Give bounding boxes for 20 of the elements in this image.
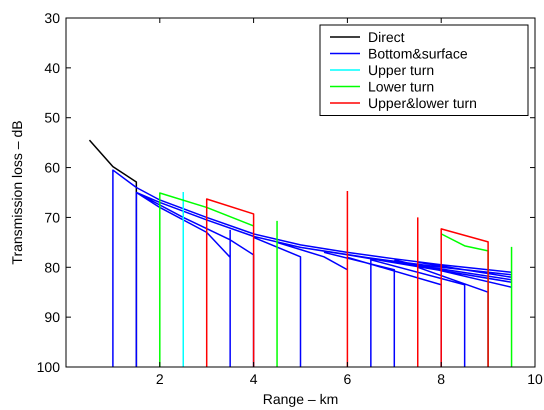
- legend-label: Upper turn: [368, 62, 434, 78]
- x-tick-label: 4: [250, 371, 258, 387]
- y-tick-label: 30: [44, 10, 60, 26]
- legend-label: Direct: [368, 29, 405, 45]
- y-tick-label: 100: [36, 359, 60, 375]
- x-tick-label: 2: [156, 371, 164, 387]
- y-axis-title: Transmission loss – dB: [9, 120, 25, 265]
- x-axis-title: Range – km: [262, 391, 338, 407]
- legend-label: Lower turn: [368, 78, 434, 94]
- y-tick-label: 60: [44, 160, 60, 176]
- y-tick-label: 90: [44, 309, 60, 326]
- x-tick-label: 8: [437, 371, 446, 387]
- x-tick-label: 6: [344, 371, 352, 387]
- y-tick-label: 80: [44, 259, 60, 276]
- legend-label: Bottom&surface: [368, 46, 468, 62]
- legend-label: Upper&lower turn: [368, 95, 477, 111]
- y-tick-label: 70: [44, 209, 60, 226]
- y-tick-label: 40: [44, 60, 60, 76]
- x-tick-label: 10: [527, 371, 543, 387]
- y-tick-label: 50: [44, 110, 60, 126]
